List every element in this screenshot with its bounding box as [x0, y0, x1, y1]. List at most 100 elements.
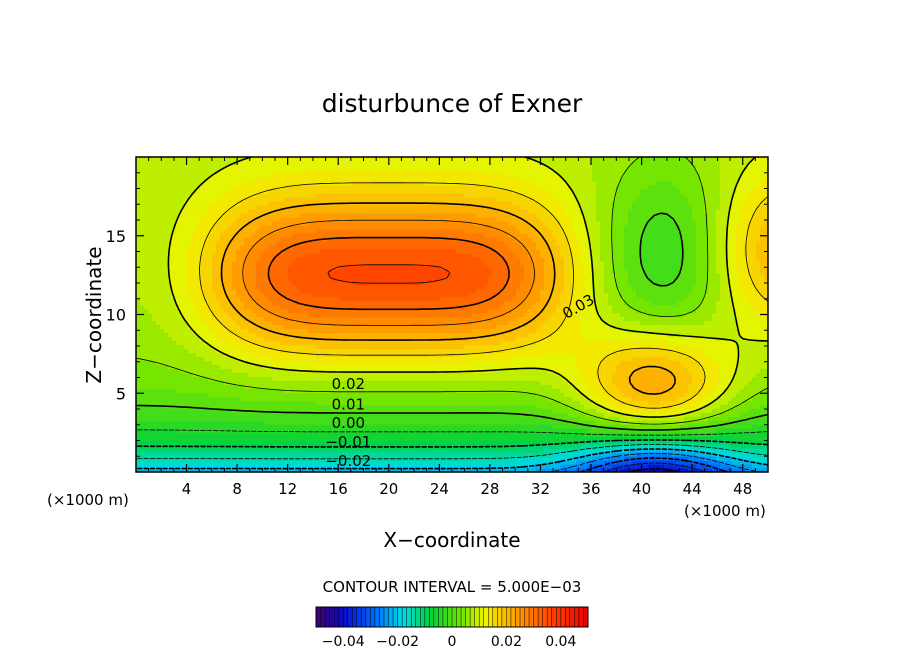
contour-fill-cell: [216, 464, 221, 469]
contour-fill-cell: [192, 200, 197, 206]
contour-fill-cell: [348, 340, 353, 346]
contour-fill-cell: [164, 288, 169, 294]
contour-fill-cell: [204, 468, 209, 472]
contour-fill-cell: [292, 200, 297, 206]
contour-fill-cell: [372, 348, 377, 353]
contour-fill-cell: [212, 276, 217, 282]
contour-fill-cell: [224, 368, 229, 373]
contour-fill-cell: [288, 236, 293, 242]
contour-fill-cell: [164, 256, 169, 262]
contour-fill-cell: [260, 200, 265, 206]
contour-fill-cell: [372, 176, 377, 182]
contour-fill-cell: [276, 260, 281, 266]
contour-fill-cell: [156, 452, 161, 457]
contour-fill-cell: [312, 460, 317, 465]
contour-fill-cell: [184, 212, 189, 218]
contour-fill-cell: [172, 344, 177, 349]
contour-fill-cell: [184, 412, 189, 417]
contour-fill-cell: [232, 176, 237, 182]
contour-fill-cell: [248, 456, 253, 461]
contour-fill-cell: [352, 296, 357, 302]
contour-fill-cell: [312, 452, 317, 457]
contour-fill-cell: [180, 420, 185, 425]
contour-fill-cell: [268, 464, 273, 469]
contour-fill-cell: [272, 356, 277, 361]
contour-fill-cell: [136, 316, 141, 322]
contour-fill-cell: [228, 348, 233, 353]
contour-fill-cell: [236, 196, 241, 202]
contour-fill-cell: [284, 356, 289, 361]
contour-fill-cell: [312, 248, 317, 254]
contour-fill-cell: [316, 216, 321, 222]
contour-fill-cell: [228, 460, 233, 465]
contour-fill-cell: [380, 208, 385, 214]
contour-fill-cell: [292, 288, 297, 294]
contour-fill-cell: [368, 276, 373, 282]
contour-fill-cell: [260, 208, 265, 214]
contour-fill-cell: [360, 240, 365, 246]
contour-fill-cell: [272, 364, 277, 369]
contour-fill-cell: [252, 316, 257, 322]
contour-fill-cell: [364, 456, 369, 461]
contour-fill-cell: [200, 452, 205, 457]
contour-fill-cell: [164, 352, 169, 357]
contour-fill-cell: [248, 280, 253, 286]
contour-fill-cell: [368, 232, 373, 238]
contour-fill-cell: [216, 400, 221, 405]
contour-fill-cell: [236, 460, 241, 465]
contour-fill-cell: [320, 464, 325, 469]
contour-fill-cell: [340, 308, 345, 314]
contour-fill-cell: [328, 328, 333, 334]
contour-fill-cell: [184, 452, 189, 457]
contour-fill-cell: [224, 296, 229, 302]
contour-fill-cell: [284, 188, 289, 194]
contour-fill-cell: [376, 232, 381, 238]
contour-fill-cell: [144, 216, 149, 222]
contour-fill-cell: [380, 236, 385, 242]
contour-fill-cell: [212, 316, 217, 322]
contour-fill-cell: [336, 252, 341, 258]
contour-fill-cell: [308, 380, 313, 385]
contour-fill-cell: [140, 220, 145, 226]
contour-fill-cell: [332, 408, 337, 413]
contour-fill-cell: [212, 396, 217, 401]
contour-fill-cell: [148, 324, 153, 330]
contour-fill-cell: [232, 248, 237, 254]
contour-fill-cell: [220, 388, 225, 393]
contour-fill-cell: [376, 292, 381, 298]
contour-fill-cell: [228, 452, 233, 457]
contour-fill-cell: [344, 328, 349, 334]
contour-fill-cell: [284, 196, 289, 202]
contour-fill-cell: [388, 436, 393, 441]
contour-fill-cell: [160, 392, 165, 397]
contour-fill-cell: [356, 380, 361, 385]
contour-fill-cell: [300, 308, 305, 314]
contour-fill-cell: [340, 380, 345, 385]
contour-fill-cell: [316, 208, 321, 214]
contour-fill-cell: [192, 392, 197, 397]
contour-fill-cell: [352, 164, 357, 170]
contour-fill-cell: [360, 260, 365, 266]
contour-fill-cell: [296, 240, 301, 246]
contour-fill-cell: [352, 420, 357, 425]
contour-fill-cell: [280, 376, 285, 381]
contour-fill-cell: [188, 396, 193, 401]
contour-fill-cell: [168, 344, 173, 349]
contour-fill-cell: [292, 324, 297, 330]
contour-fill-cell: [304, 188, 309, 194]
contour-fill-cell: [268, 440, 273, 445]
contour-fill-cell: [320, 316, 325, 322]
contour-fill-cell: [204, 180, 209, 186]
contour-fill-cell: [216, 440, 221, 445]
contour-fill-cell: [188, 420, 193, 425]
contour-fill-cell: [260, 228, 265, 234]
contour-fill-cell: [308, 452, 313, 457]
contour-fill-cell: [228, 352, 233, 357]
contour-fill-cell: [152, 312, 157, 318]
contour-fill-cell: [240, 352, 245, 357]
contour-fill-cell: [164, 260, 169, 266]
contour-fill-cell: [152, 292, 157, 298]
contour-fill-cell: [280, 228, 285, 234]
contour-fill-cell: [384, 176, 389, 182]
contour-fill-cell: [388, 428, 393, 433]
